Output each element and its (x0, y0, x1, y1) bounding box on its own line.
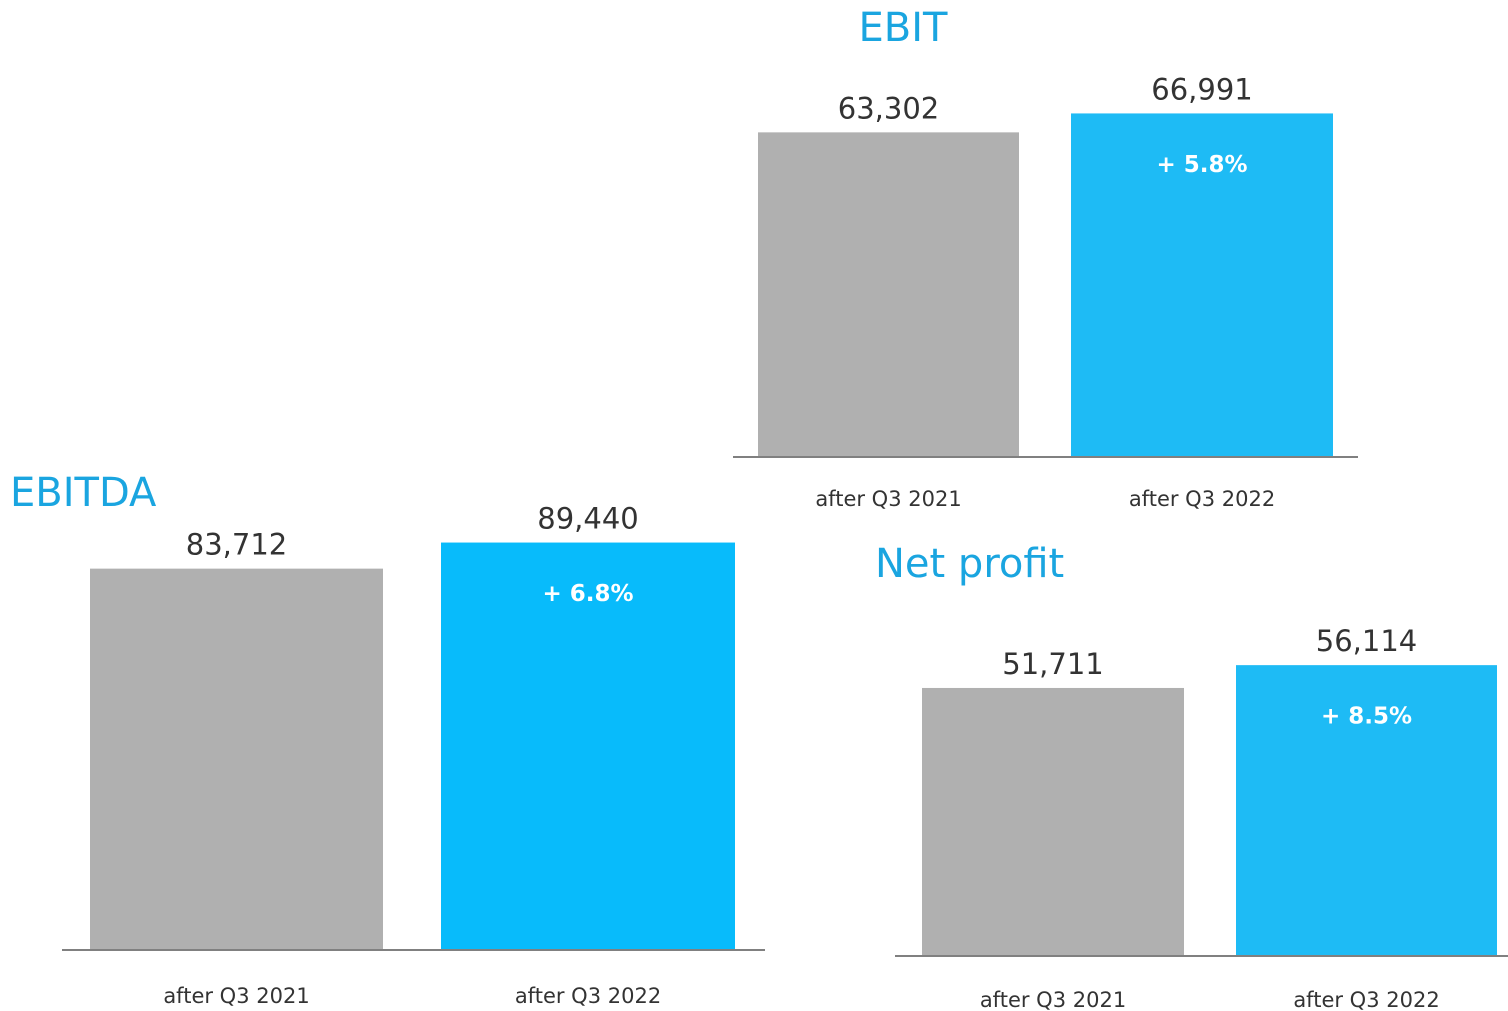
x-tick-label: after Q3 2021 (980, 988, 1126, 1011)
chart-title: Net profit (875, 541, 1064, 587)
value-label: 83,712 (186, 528, 287, 562)
x-tick-label: after Q3 2021 (163, 984, 309, 1008)
growth-label: + 5.8% (1156, 152, 1247, 178)
value-label: 51,711 (1002, 647, 1103, 681)
growth-label: + 6.8% (542, 581, 633, 607)
bar (90, 568, 383, 950)
chart-title: EBITDA (10, 470, 157, 516)
x-tick-label: after Q3 2022 (1293, 988, 1439, 1011)
x-tick-label: after Q3 2021 (815, 487, 961, 511)
x-tick-label: after Q3 2022 (1129, 487, 1275, 511)
bar (1236, 665, 1497, 956)
x-tick-label: after Q3 2022 (515, 984, 661, 1008)
bar (922, 687, 1184, 956)
bar (1071, 113, 1333, 457)
bar (441, 542, 735, 950)
value-label: 56,114 (1316, 624, 1417, 658)
value-label: 63,302 (838, 91, 939, 125)
growth-label: + 8.5% (1321, 704, 1412, 730)
chart-title: EBIT (859, 5, 949, 51)
value-label: 89,440 (537, 502, 638, 536)
bar (758, 132, 1019, 457)
value-label: 66,991 (1151, 72, 1252, 106)
